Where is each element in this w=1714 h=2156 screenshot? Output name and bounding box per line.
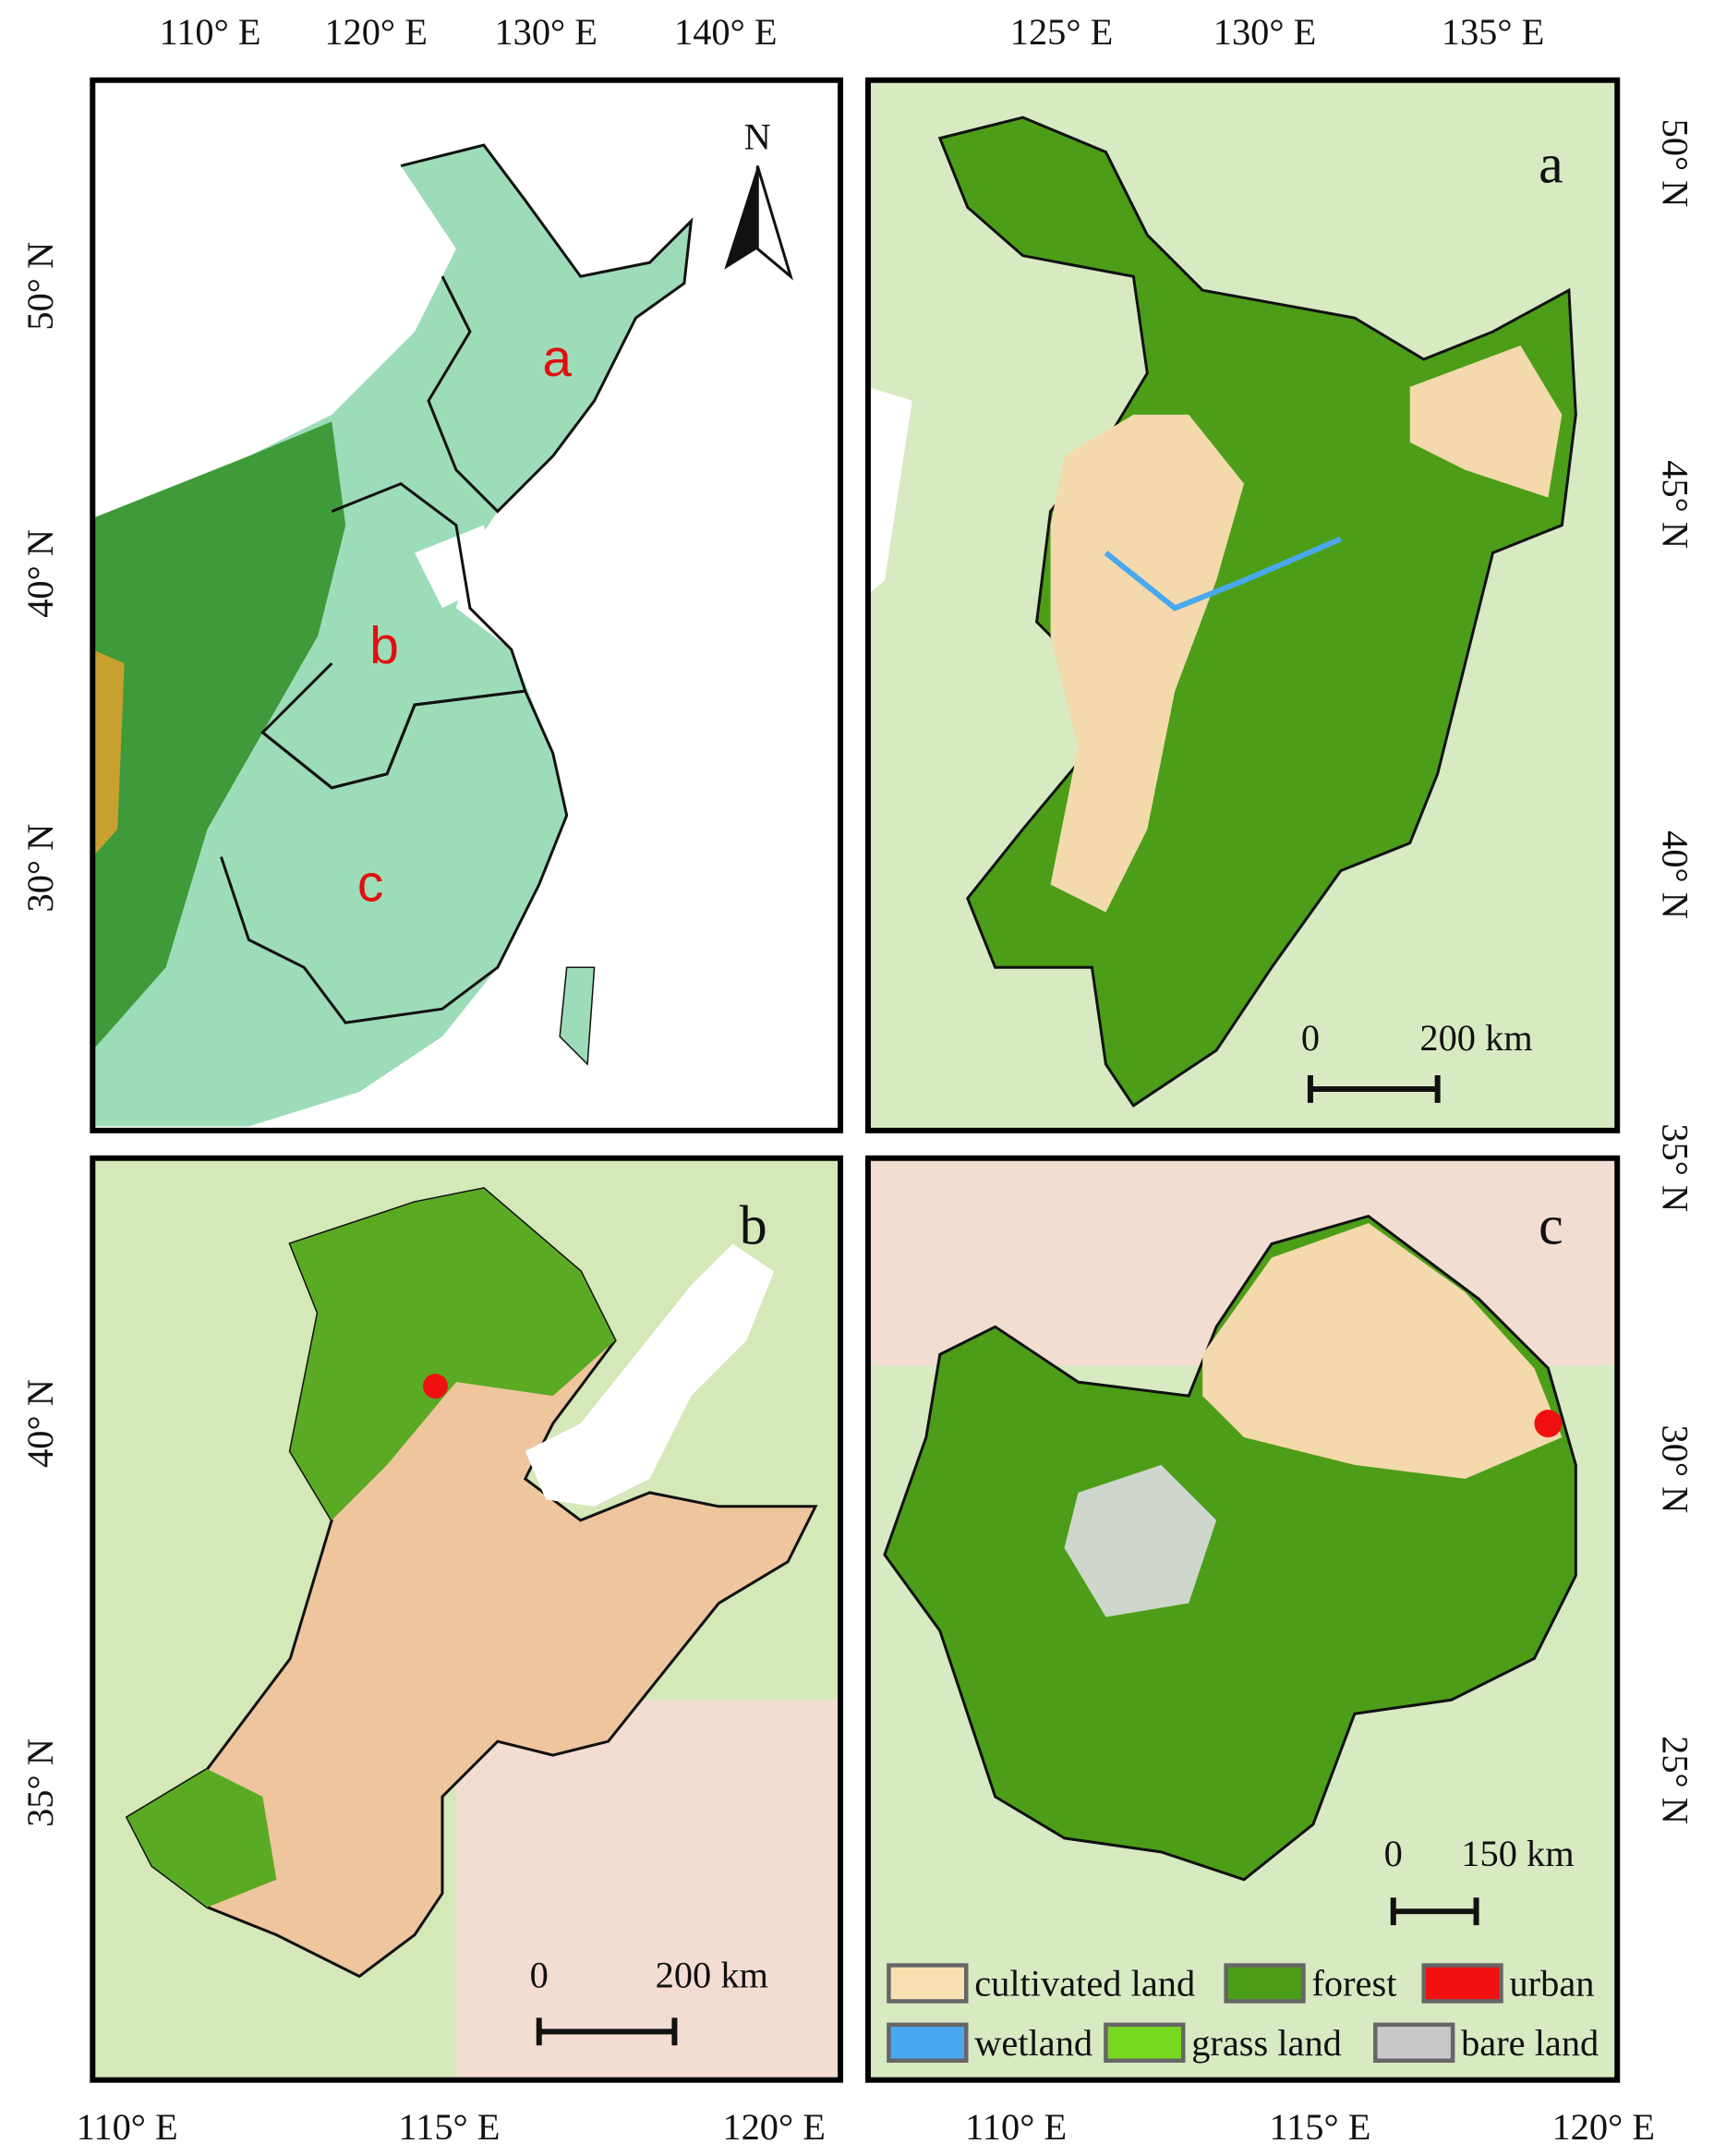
urban-area — [423, 1374, 448, 1399]
coord-label: 120° E — [722, 2106, 826, 2148]
coord-label: 110° E — [77, 2106, 178, 2148]
coord-label: 110° E — [159, 11, 260, 53]
coord-label: 40° N — [1655, 830, 1696, 919]
legend-label: wetland — [974, 2022, 1092, 2064]
coord-label: 45° N — [1655, 460, 1696, 549]
legend-swatch — [1421, 1963, 1503, 2004]
legend-swatch — [1373, 2022, 1455, 2064]
forest-area — [290, 1188, 616, 1520]
region-label: a — [542, 330, 572, 388]
panel-c: c 0 150 km cultivated land forest urban wet… — [864, 1155, 1621, 2083]
legend-label: cultivated land — [974, 1962, 1195, 2004]
panel-label: c — [1539, 1195, 1563, 1256]
region-c-boundary — [220, 689, 569, 1024]
frame — [90, 1155, 844, 2083]
legend-swatch — [1104, 2022, 1186, 2064]
taiwan — [559, 966, 596, 1066]
coord-label: 130° E — [1213, 11, 1317, 53]
coord-label: 25° N — [1655, 1736, 1696, 1824]
coord-label: 135° E — [1442, 11, 1545, 53]
coord-label: 35° N — [19, 1738, 61, 1827]
coord-label: 110° E — [965, 2106, 1067, 2148]
land — [92, 145, 692, 1127]
coord-label: 50° N — [1655, 119, 1696, 208]
coord-label: 35° N — [1655, 1123, 1696, 1212]
region-a-boundary — [400, 143, 694, 514]
scale-bar — [1390, 1897, 1479, 1926]
panel-b: b 0 200 km — [90, 1155, 844, 2083]
legend-label: bare land — [1461, 2022, 1599, 2064]
overview-map: N a b c — [90, 77, 844, 1133]
legend: cultivated land forest urban wetland grass l… — [887, 1962, 1599, 2064]
background-cultivated — [455, 1700, 841, 2080]
north-label: N — [744, 116, 771, 158]
forest-area — [127, 1769, 277, 1908]
panel-a: a 0 200 km — [864, 77, 1621, 1133]
frame — [90, 77, 844, 1133]
legend-label: urban — [1509, 1962, 1594, 2004]
coord-label: 120° E — [1551, 2106, 1655, 2148]
region-label: b — [369, 617, 399, 675]
coord-label: 140° E — [674, 11, 778, 53]
coord-label: 130° E — [494, 11, 597, 53]
north-arrow-outline — [755, 165, 794, 281]
region — [125, 1187, 818, 1979]
north-arrow — [724, 165, 758, 270]
mountains — [92, 421, 346, 1051]
urban-area — [1534, 1410, 1563, 1437]
coord-label: 40° N — [19, 1379, 61, 1468]
bohai-sea — [415, 525, 498, 609]
coord-label: 115° E — [398, 2106, 500, 2148]
bohai-sea — [525, 1243, 775, 1507]
scale-end: 150 km — [1461, 1833, 1574, 1874]
legend-label: forest — [1311, 1962, 1396, 2004]
legend-swatch — [887, 2022, 969, 2064]
scale-start: 0 — [530, 1954, 549, 1995]
cultivated-area — [1050, 414, 1245, 913]
lake-plain — [1064, 1464, 1217, 1617]
frame — [864, 77, 1621, 1133]
scale-end: 200 km — [656, 1954, 768, 1995]
legend-label: grass land — [1191, 2022, 1342, 2064]
scale-end: 200 km — [1419, 1017, 1532, 1059]
coord-label: 50° N — [19, 242, 61, 331]
plateau — [92, 649, 125, 857]
scale-start: 0 — [1301, 1017, 1320, 1059]
scale-bar — [536, 2017, 678, 2046]
coord-label: 120° E — [324, 11, 428, 53]
region-label: c — [357, 855, 383, 914]
coord-label: 30° N — [1655, 1425, 1696, 1514]
legend-swatch — [1224, 1963, 1306, 2004]
coord-label: 40° N — [19, 529, 61, 618]
coord-label: 30° N — [19, 824, 61, 913]
lake — [867, 386, 912, 595]
river — [1104, 536, 1343, 612]
cultivated-area — [1202, 1223, 1563, 1479]
coord-label: 115° E — [1269, 2106, 1370, 2148]
panel-label: b — [740, 1195, 767, 1256]
panel-label: a — [1539, 134, 1563, 195]
scale-start: 0 — [1384, 1833, 1403, 1874]
frame — [864, 1155, 1621, 2083]
cultivated-area — [1409, 345, 1563, 498]
legend-swatch — [887, 1963, 969, 2004]
scale-bar — [1307, 1075, 1441, 1103]
coord-label: 125° E — [1010, 11, 1114, 53]
